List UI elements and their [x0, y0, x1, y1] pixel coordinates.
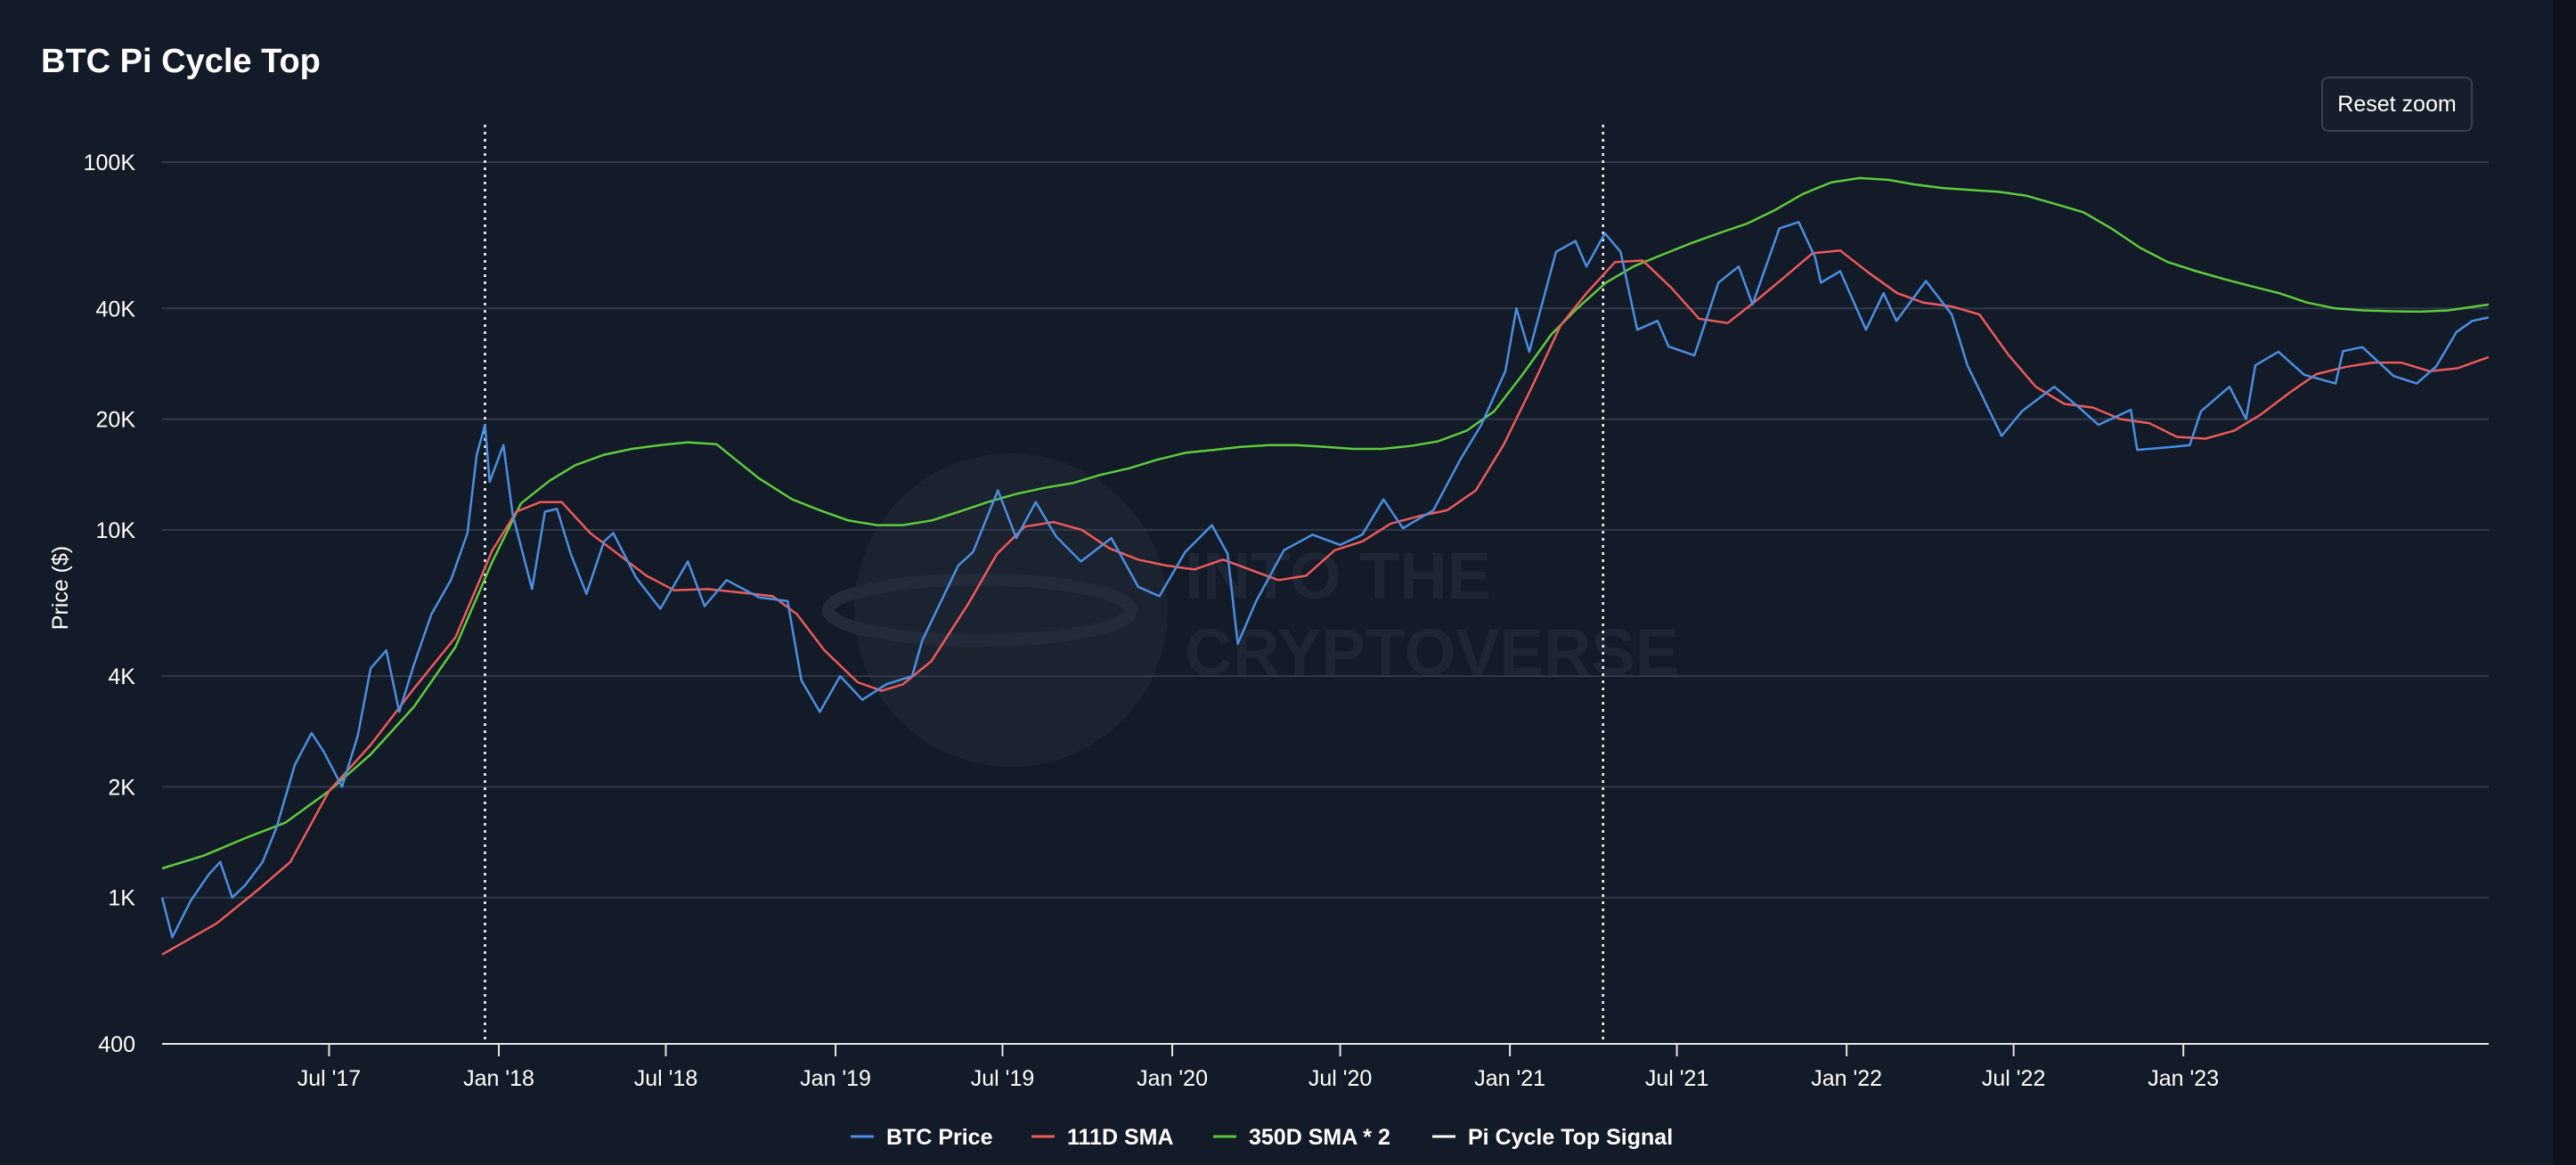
x-axis: Jul '17 Jan '18 Jul '18 Jan '19 Jul '19 Jan '… [162, 1043, 2489, 1091]
y-tick-label: 1K [108, 886, 135, 911]
legend-label: Pi Cycle Top Signal [1468, 1125, 1673, 1150]
y-axis-title: Price ($) [48, 546, 73, 630]
x-tick-label: Jul '18 [634, 1066, 697, 1091]
y-tick-label: 100K [84, 151, 136, 175]
x-tick-label: Jul '19 [971, 1066, 1034, 1091]
x-tick-label: Jan '23 [2148, 1066, 2219, 1091]
x-tick-label: Jul '20 [1308, 1066, 1372, 1091]
x-tick-label: Jan '18 [463, 1066, 534, 1091]
legend-label: 111D SMA [1067, 1125, 1174, 1150]
watermark-text-line1: INTO THE [1185, 539, 1491, 613]
series-lines [160, 176, 2490, 956]
y-tick-label: 2K [108, 775, 135, 800]
y-axis: 400 1K 2K 4K 10K 20K 40K 100K [84, 151, 136, 1057]
reset-zoom-button[interactable]: Reset zoom [2321, 77, 2473, 132]
y-tick-label: 20K [96, 408, 136, 433]
x-tick-label: Jul '21 [1645, 1066, 1708, 1091]
chart-title: BTC Pi Cycle Top [41, 43, 321, 80]
watermark: INTO THE CRYPTOVERSE [822, 453, 1679, 767]
x-tick-label: Jan '22 [1811, 1066, 1882, 1091]
y-tick-label: 10K [96, 518, 136, 543]
y-tick-label: 400 [98, 1032, 135, 1057]
x-tick-label: Jul '17 [298, 1066, 361, 1091]
legend-item-btc-price[interactable]: BTC Price [851, 1125, 993, 1150]
legend-label: BTC Price [886, 1125, 993, 1150]
legend-item-350d-sma-2[interactable]: 350D SMA * 2 [1213, 1125, 1390, 1150]
page-edge [2553, 0, 2576, 1165]
y-tick-label: 4K [108, 664, 135, 689]
legend-item-pi-cycle-top-signal[interactable]: Pi Cycle Top Signal [1432, 1125, 1673, 1150]
y-tick-label: 40K [96, 297, 136, 322]
btc-price-line [160, 221, 2490, 939]
watermark-text-line2: CRYPTOVERSE [1185, 615, 1679, 689]
x-tick-label: Jan '21 [1474, 1066, 1545, 1091]
watermark-logo-ring [822, 574, 1137, 647]
legend[interactable]: BTC Price 111D SMA 350D SMA * 2 Pi Cycle To… [851, 1125, 1673, 1150]
x-tick-label: Jan '19 [800, 1066, 871, 1091]
350d-sma-2-line [161, 176, 2490, 870]
legend-label: 350D SMA * 2 [1249, 1125, 1390, 1150]
grid-lines [162, 161, 2489, 899]
legend-item-111d-sma[interactable]: 111D SMA [1031, 1125, 1174, 1150]
watermark-logo [854, 453, 1168, 767]
x-tick-label: Jan '20 [1137, 1066, 1208, 1091]
x-tick-label: Jul '22 [1982, 1066, 2045, 1091]
